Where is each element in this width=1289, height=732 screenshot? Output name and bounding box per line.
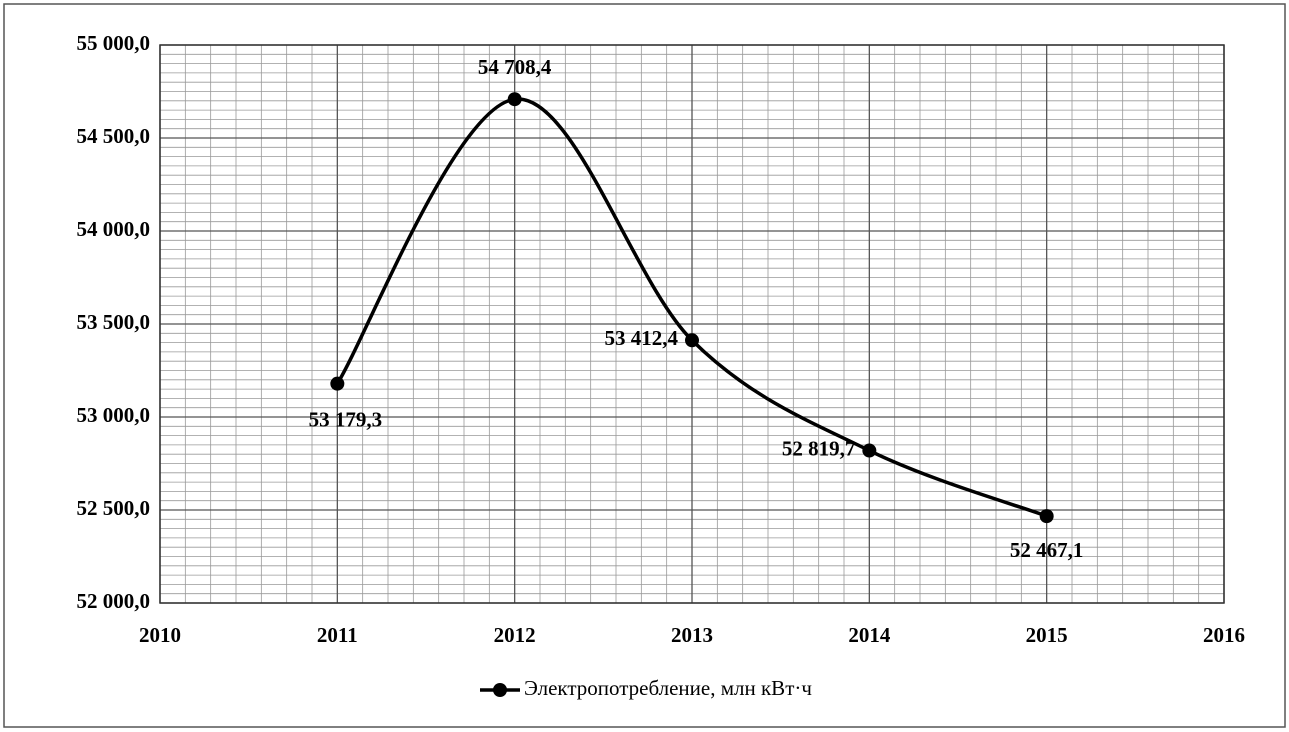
y-tick-label: 54 000,0 xyxy=(77,217,151,241)
chart-frame xyxy=(3,3,1286,728)
x-tick-label: 2013 xyxy=(671,623,713,647)
point xyxy=(330,376,345,391)
legend-marker xyxy=(493,683,507,697)
y-tick-label: 52 000,0 xyxy=(77,589,151,613)
data-label: 53 412,4 xyxy=(605,326,679,350)
y-tick-label: 53 000,0 xyxy=(77,403,151,427)
x-tick-label: 2015 xyxy=(1026,623,1068,647)
data-label: 53 179,3 xyxy=(309,407,383,431)
plot-border xyxy=(159,44,1225,604)
y-tick-label: 55 000,0 xyxy=(77,31,151,55)
point xyxy=(862,443,877,458)
x-tick-label: 2016 xyxy=(1203,623,1245,647)
point xyxy=(1039,509,1054,524)
line xyxy=(335,97,1048,518)
x-tick-label: 2014 xyxy=(848,623,891,647)
x-tick-label: 2010 xyxy=(139,623,181,647)
data-label: 54 708,4 xyxy=(478,55,552,79)
legend-label: Электропотребление, млн кВт·ч xyxy=(524,676,812,700)
x-tick-label: 2012 xyxy=(494,623,536,647)
data-label: 52 467,1 xyxy=(1010,538,1084,562)
point xyxy=(685,333,699,348)
y-tick-label: 54 500,0 xyxy=(77,124,151,148)
data-label: 52 819,7 xyxy=(782,436,856,460)
x-tick-label: 2011 xyxy=(317,623,358,647)
point xyxy=(507,92,522,107)
y-tick-label: 52 500,0 xyxy=(77,496,151,520)
y-tick-label: 53 500,0 xyxy=(77,310,151,334)
